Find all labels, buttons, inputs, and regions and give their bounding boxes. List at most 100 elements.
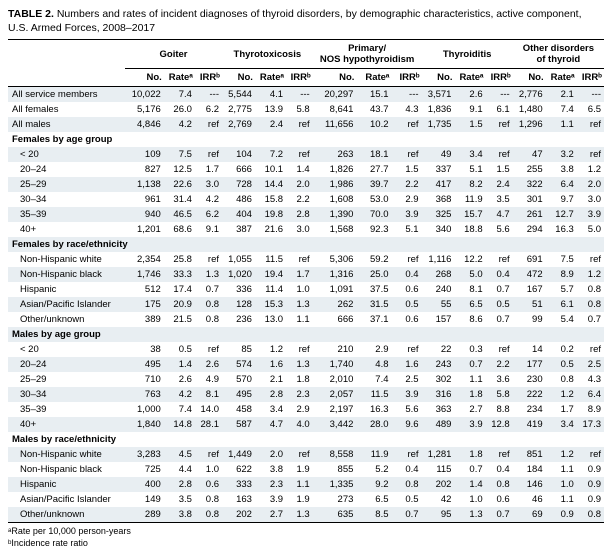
cell: 37.1: [356, 312, 391, 327]
cell: ref: [195, 342, 222, 357]
cell: 1,836: [422, 102, 455, 117]
cell: 268: [422, 267, 455, 282]
cell: ref: [286, 252, 313, 267]
cell: 12.8: [486, 417, 513, 432]
cell: 1,055: [222, 252, 255, 267]
cell: 1.7: [195, 162, 222, 177]
cell: 22: [422, 342, 455, 357]
cell: 1,281: [422, 447, 455, 462]
cell: ref: [486, 117, 513, 132]
table-row: Non-Hispanic white3,2834.5ref1,4492.0ref…: [8, 447, 604, 462]
cell: 28.1: [195, 417, 222, 432]
cell: ref: [195, 252, 222, 267]
cell: 8.5: [356, 507, 391, 522]
cell: 19.4: [255, 267, 286, 282]
cell: 7.5: [546, 252, 577, 267]
cell: 184: [513, 462, 546, 477]
row-label: 25–29: [8, 372, 125, 387]
cell: 2,197: [313, 402, 357, 417]
table-body: All service members10,0227.4---5,5444.1-…: [8, 87, 604, 523]
cell: 4.4: [164, 462, 195, 477]
cell: 0.2: [546, 342, 577, 357]
cell: 2.4: [486, 177, 513, 192]
cell: 15.8: [255, 192, 286, 207]
cell: 16.3: [546, 222, 577, 237]
cell: 243: [422, 357, 455, 372]
cell: 6.5: [454, 297, 485, 312]
cell: 14.8: [164, 417, 195, 432]
cell: 2.7: [454, 402, 485, 417]
cell: ref: [392, 342, 422, 357]
row-label: 20–24: [8, 357, 125, 372]
cell: 236: [222, 312, 255, 327]
cell: 2,057: [313, 387, 357, 402]
cell: 0.5: [546, 357, 577, 372]
cell: ref: [486, 342, 513, 357]
cell: 0.8: [195, 297, 222, 312]
cell: 4.7: [486, 207, 513, 222]
cell: 1,568: [313, 222, 357, 237]
row-label: 35–39: [8, 207, 125, 222]
cell: 1,986: [313, 177, 357, 192]
cell: 128: [222, 297, 255, 312]
cell: 7.4: [164, 87, 195, 103]
cell: 3.8: [164, 507, 195, 522]
cell: 1.5: [454, 117, 485, 132]
cell: 6.2: [195, 102, 222, 117]
cell: 2.8: [286, 207, 313, 222]
cell: 728: [222, 177, 255, 192]
cell: 691: [513, 252, 546, 267]
cell: 2.2: [392, 177, 422, 192]
section-row: Females by race/ethnicity: [8, 237, 604, 252]
cell: 1,296: [513, 117, 546, 132]
cell: 9.1: [454, 102, 485, 117]
table-row: All males4,8464.2ref2,7692.4ref11,65610.…: [8, 117, 604, 132]
column-header: Rateᵃ: [546, 69, 577, 87]
cell: 1.1: [286, 477, 313, 492]
cell: 1.3: [454, 507, 485, 522]
table-row: 30–347634.28.14952.82.32,05711.53.93161.…: [8, 387, 604, 402]
section-row: Females by age group: [8, 132, 604, 147]
cell: 5.1: [392, 222, 422, 237]
cell: 1.1: [286, 312, 313, 327]
cell: 3.9: [577, 207, 604, 222]
cell: 2.9: [356, 342, 391, 357]
cell: 0.5: [392, 297, 422, 312]
row-label: < 20: [8, 342, 125, 357]
cell: ---: [486, 87, 513, 103]
cell: 37.5: [356, 282, 391, 297]
cell: 2,776: [513, 87, 546, 103]
column-header: IRRᵇ: [286, 69, 313, 87]
cell: 1,335: [313, 477, 357, 492]
table-row: 40+1,84014.828.15874.74.03,44228.09.6489…: [8, 417, 604, 432]
table-row: All females5,17626.06.22,77513.95.88,641…: [8, 102, 604, 117]
cell: 222: [513, 387, 546, 402]
cell: 574: [222, 357, 255, 372]
cell: ref: [195, 117, 222, 132]
row-label: Non-Hispanic black: [8, 462, 125, 477]
cell: 21.5: [164, 312, 195, 327]
cell: 4.3: [392, 102, 422, 117]
cell: 419: [513, 417, 546, 432]
cell: 666: [222, 162, 255, 177]
cell: 2.7: [255, 507, 286, 522]
cell: 59.2: [356, 252, 391, 267]
cell: 3.8: [255, 462, 286, 477]
cell: 202: [222, 507, 255, 522]
cell: 14: [513, 342, 546, 357]
cell: 27.7: [356, 162, 391, 177]
cell: 20.9: [164, 297, 195, 312]
cell: 294: [513, 222, 546, 237]
cell: ref: [486, 147, 513, 162]
cell: 3.0: [286, 222, 313, 237]
cell: 961: [125, 192, 164, 207]
cell: 1.3: [286, 357, 313, 372]
column-header: IRRᵇ: [577, 69, 604, 87]
cell: 2.8: [164, 477, 195, 492]
table-row: Non-Hispanic black1,74633.31.31,02019.41…: [8, 267, 604, 282]
row-label: Females by age group: [8, 132, 604, 147]
group-header: Thyroiditis: [422, 40, 513, 69]
cell: 0.8: [577, 507, 604, 522]
cell: 0.9: [577, 462, 604, 477]
cell: 0.4: [486, 462, 513, 477]
